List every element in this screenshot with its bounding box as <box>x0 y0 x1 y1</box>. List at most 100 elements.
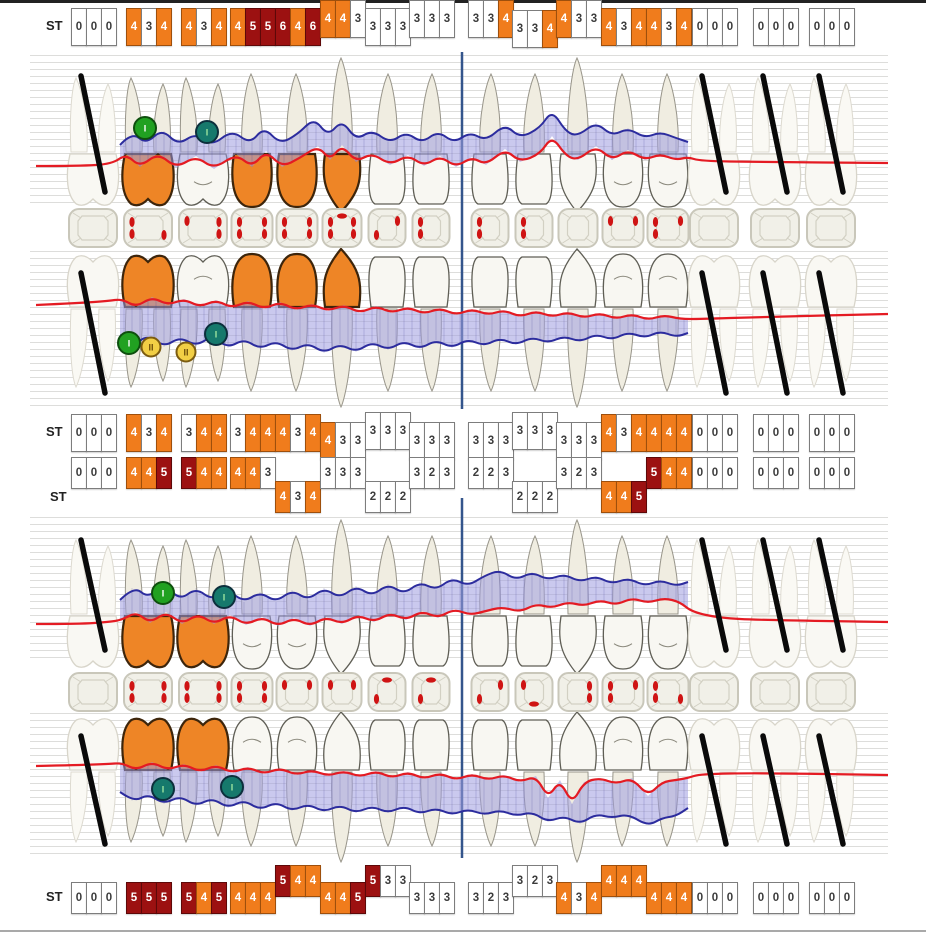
st-value-cell[interactable]: 3 <box>512 865 528 897</box>
occlusal-tooth-upper-10[interactable] <box>514 208 554 248</box>
st-value-cell[interactable]: 3 <box>468 422 484 460</box>
st-value-cell[interactable]: 3 <box>260 457 276 489</box>
furcation-marker[interactable]: II <box>140 336 162 358</box>
st-value-cell[interactable]: 4 <box>275 481 291 513</box>
st-value-cell[interactable]: 3 <box>586 457 602 489</box>
st-value-cell[interactable]: 4 <box>230 882 246 914</box>
st-value-cell[interactable]: 6 <box>275 8 291 46</box>
occlusal-tooth-upper-1[interactable] <box>68 208 118 248</box>
st-value-cell[interactable]: 4 <box>646 882 662 914</box>
st-value-cell[interactable]: 0 <box>783 414 799 452</box>
st-value-cell[interactable]: 4 <box>676 882 692 914</box>
occlusal-tooth-lower-5[interactable] <box>275 672 319 712</box>
occlusal-tooth-lower-1[interactable] <box>68 672 118 712</box>
occlusal-tooth-lower-11[interactable] <box>557 672 599 712</box>
st-value-cell[interactable]: 5 <box>181 457 197 489</box>
st-value-cell[interactable]: 3 <box>196 8 212 46</box>
st-value-cell[interactable]: 4 <box>320 422 336 460</box>
st-value-cell[interactable]: 0 <box>783 457 799 489</box>
st-value-cell[interactable]: 4 <box>320 0 336 38</box>
st-value-cell[interactable]: 4 <box>211 414 227 452</box>
st-value-cell[interactable]: 4 <box>126 414 142 452</box>
st-value-cell[interactable]: 4 <box>290 865 306 897</box>
st-value-cell[interactable]: 4 <box>156 8 172 46</box>
st-value-cell[interactable]: 4 <box>305 865 321 897</box>
st-value-cell[interactable]: 4 <box>245 882 261 914</box>
st-value-cell[interactable]: 0 <box>753 457 769 489</box>
furcation-marker[interactable]: I <box>117 331 141 355</box>
st-value-cell[interactable]: 4 <box>646 8 662 46</box>
st-value-cell[interactable]: 4 <box>211 457 227 489</box>
st-value-cell[interactable]: 5 <box>646 457 662 489</box>
st-value-cell[interactable]: 4 <box>556 882 572 914</box>
st-value-cell[interactable]: 4 <box>616 865 632 897</box>
st-value-cell[interactable]: 4 <box>141 457 157 489</box>
occlusal-tooth-lower-9[interactable] <box>470 672 510 712</box>
occlusal-tooth-upper-16[interactable] <box>806 208 856 248</box>
st-value-cell[interactable]: 0 <box>753 414 769 452</box>
st-value-cell[interactable]: 4 <box>126 457 142 489</box>
occlusal-tooth-lower-15[interactable] <box>750 672 800 712</box>
st-value-cell[interactable]: 0 <box>783 8 799 46</box>
st-value-cell[interactable]: 0 <box>707 457 723 489</box>
st-value-cell[interactable]: 4 <box>601 414 617 452</box>
st-value-cell[interactable]: 3 <box>498 457 514 489</box>
st-value-cell[interactable]: 2 <box>380 481 396 513</box>
st-value-cell[interactable]: 0 <box>839 8 855 46</box>
tooth-lower-a-4[interactable] <box>231 534 273 670</box>
st-value-cell[interactable]: 4 <box>230 457 246 489</box>
st-value-cell[interactable]: 0 <box>71 414 87 452</box>
st-value-cell[interactable]: 3 <box>512 412 528 450</box>
st-value-cell[interactable]: 2 <box>365 481 381 513</box>
occlusal-tooth-upper-9[interactable] <box>470 208 510 248</box>
st-value-cell[interactable]: 3 <box>439 882 455 914</box>
st-value-cell[interactable]: 0 <box>101 457 117 489</box>
st-value-cell[interactable]: 3 <box>512 10 528 48</box>
occlusal-tooth-upper-2[interactable] <box>123 208 173 248</box>
st-value-cell[interactable]: 0 <box>692 457 708 489</box>
st-value-cell[interactable]: 3 <box>365 8 381 46</box>
st-value-cell[interactable]: 3 <box>571 0 587 38</box>
st-value-cell[interactable]: 4 <box>631 865 647 897</box>
st-value-cell[interactable]: 3 <box>556 457 572 489</box>
st-value-cell[interactable]: 4 <box>676 8 692 46</box>
tooth-upper-a-7[interactable] <box>368 72 406 205</box>
st-value-cell[interactable]: 0 <box>809 882 825 914</box>
st-value-cell[interactable]: 2 <box>527 481 543 513</box>
st-value-cell[interactable]: 3 <box>230 414 246 452</box>
st-value-cell[interactable]: 0 <box>86 8 102 46</box>
st-value-cell[interactable]: 4 <box>245 414 261 452</box>
st-value-cell[interactable]: 3 <box>439 457 455 489</box>
st-value-cell[interactable]: 0 <box>722 8 738 46</box>
st-value-cell[interactable]: 3 <box>468 0 484 38</box>
st-value-cell[interactable]: 2 <box>512 481 528 513</box>
st-value-cell[interactable]: 3 <box>380 412 396 450</box>
st-value-cell[interactable]: 0 <box>824 414 840 452</box>
tooth-upper-a-8[interactable] <box>412 72 450 205</box>
st-value-cell[interactable]: 2 <box>483 457 499 489</box>
st-value-cell[interactable]: 0 <box>707 8 723 46</box>
st-value-cell[interactable]: 4 <box>196 457 212 489</box>
st-value-cell[interactable]: 3 <box>556 422 572 460</box>
st-value-cell[interactable]: 0 <box>71 882 87 914</box>
st-value-cell[interactable]: 0 <box>71 457 87 489</box>
occlusal-tooth-lower-10[interactable] <box>514 672 554 712</box>
st-value-cell[interactable]: 3 <box>409 0 425 38</box>
st-value-cell[interactable]: 5 <box>275 865 291 897</box>
furcation-marker[interactable]: I <box>151 777 175 801</box>
st-value-cell[interactable]: 4 <box>196 414 212 452</box>
st-value-cell[interactable]: 3 <box>439 422 455 460</box>
st-value-cell[interactable]: 0 <box>692 882 708 914</box>
st-value-cell[interactable]: 0 <box>86 414 102 452</box>
st-value-cell[interactable]: 3 <box>571 422 587 460</box>
st-value-cell[interactable]: 5 <box>156 882 172 914</box>
st-value-cell[interactable]: 3 <box>527 412 543 450</box>
occlusal-tooth-lower-4[interactable] <box>230 672 274 712</box>
furcation-marker[interactable]: I <box>220 775 244 799</box>
occlusal-tooth-upper-7[interactable] <box>367 208 407 248</box>
st-value-cell[interactable]: 0 <box>722 457 738 489</box>
st-value-cell[interactable]: 3 <box>424 0 440 38</box>
occlusal-tooth-lower-12[interactable] <box>601 672 645 712</box>
st-value-cell[interactable]: 0 <box>692 414 708 452</box>
st-value-cell[interactable]: 4 <box>335 882 351 914</box>
